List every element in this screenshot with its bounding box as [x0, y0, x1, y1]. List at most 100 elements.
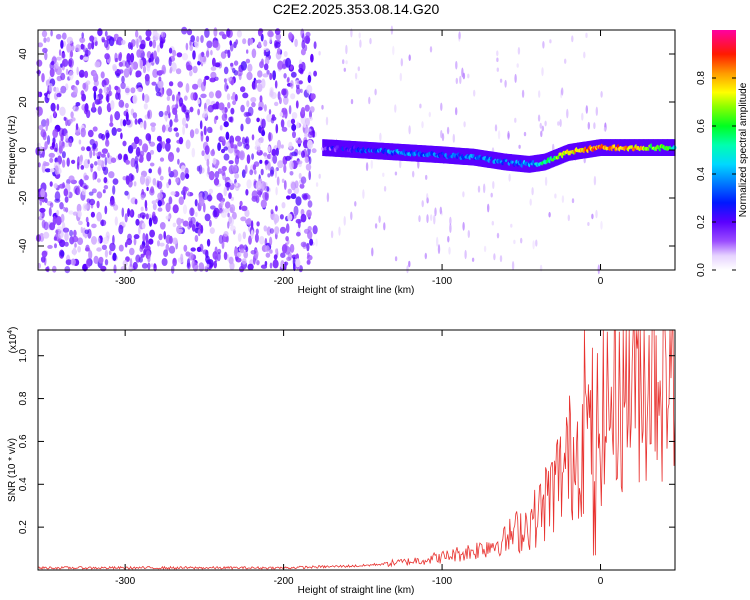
noise-speckle [141, 263, 148, 269]
noise-speckle [108, 171, 115, 179]
noise-speckle [70, 111, 74, 119]
faint-speckle [541, 125, 544, 132]
faint-speckle [446, 126, 450, 135]
faint-speckle [581, 112, 584, 121]
noise-speckle [122, 140, 127, 147]
svg-text:(x104): (x104) [7, 327, 19, 354]
noise-speckle [97, 165, 101, 172]
noise-speckle [97, 106, 103, 115]
noise-speckle [306, 242, 310, 252]
faint-speckle [354, 201, 357, 207]
noise-speckle [138, 226, 141, 235]
faint-speckle [564, 58, 567, 64]
noise-speckle [122, 119, 127, 127]
noise-speckle [239, 150, 245, 161]
noise-speckle [281, 202, 286, 209]
faint-speckle [426, 214, 429, 224]
noise-speckle [125, 175, 130, 185]
noise-speckle [164, 142, 171, 152]
noise-speckle [96, 191, 103, 199]
snr-series-line [37, 329, 676, 570]
noise-speckle [101, 219, 104, 227]
faint-speckle [419, 103, 422, 109]
noise-speckle [263, 49, 267, 57]
noise-speckle [246, 49, 249, 54]
noise-speckle [251, 101, 256, 108]
noise-speckle [192, 262, 199, 272]
x-tick-label: -100 [432, 576, 452, 587]
noise-speckle [212, 157, 217, 165]
faint-speckle [362, 189, 365, 199]
noise-speckle [124, 102, 129, 109]
noise-speckle [71, 159, 76, 164]
noise-speckle [102, 237, 109, 245]
noise-speckle [85, 216, 89, 223]
noise-speckle [97, 237, 101, 245]
noise-speckle [264, 159, 269, 165]
noise-speckle [194, 211, 198, 217]
noise-speckle [286, 78, 290, 83]
noise-speckle [105, 129, 110, 140]
noise-speckle [189, 106, 194, 113]
noise-speckle [267, 145, 271, 153]
noise-speckle [212, 57, 216, 67]
noise-speckle [168, 245, 176, 254]
faint-speckle [326, 192, 330, 203]
faint-speckle [566, 108, 569, 119]
noise-speckle [240, 123, 244, 132]
noise-speckle [45, 122, 48, 132]
faint-speckle [383, 185, 387, 192]
noise-speckle [240, 216, 247, 222]
noise-speckle [172, 49, 177, 57]
noise-speckle [58, 183, 66, 189]
noise-speckle [63, 142, 70, 148]
noise-speckle [140, 253, 145, 258]
noise-speckle [75, 44, 81, 52]
faint-speckle [514, 73, 517, 83]
noise-speckle [233, 60, 239, 66]
faint-speckle [374, 88, 377, 96]
noise-speckle [96, 200, 100, 209]
noise-speckle [251, 153, 255, 160]
faint-speckle [408, 260, 411, 268]
noise-speckle [300, 176, 307, 184]
noise-speckle [302, 194, 308, 201]
noise-speckle [210, 66, 217, 71]
noise-speckle [84, 229, 90, 235]
noise-speckle [118, 244, 124, 252]
noise-speckle [147, 262, 151, 270]
noise-speckle [98, 133, 103, 139]
noise-speckle [44, 168, 51, 173]
noise-speckle [266, 226, 272, 236]
noise-speckle [210, 205, 216, 210]
faint-speckle [358, 32, 361, 39]
noise-speckle [185, 112, 190, 122]
noise-speckle [250, 250, 257, 255]
faint-speckle [504, 79, 507, 88]
noise-speckle [266, 186, 270, 192]
noise-speckle [98, 256, 104, 264]
noise-speckle [38, 162, 41, 168]
faint-speckle [399, 72, 402, 82]
noise-speckle [275, 205, 278, 212]
noise-speckle [202, 249, 209, 255]
noise-speckle [81, 32, 84, 39]
noise-speckle [296, 121, 300, 129]
noise-speckle [203, 108, 208, 118]
noise-speckle [92, 126, 98, 132]
noise-speckle [176, 147, 180, 153]
faint-speckle [557, 121, 560, 126]
noise-speckle [60, 213, 65, 223]
noise-speckle [150, 263, 154, 268]
noise-speckle [51, 141, 56, 149]
noise-speckle [236, 30, 242, 38]
faint-speckle [459, 75, 462, 85]
noise-speckle [126, 53, 131, 63]
noise-speckle [302, 33, 305, 42]
noise-speckle [101, 166, 106, 171]
noise-speckle [86, 146, 91, 152]
noise-speckle [247, 263, 254, 271]
noise-speckle [295, 196, 302, 206]
noise-speckle [159, 40, 164, 49]
